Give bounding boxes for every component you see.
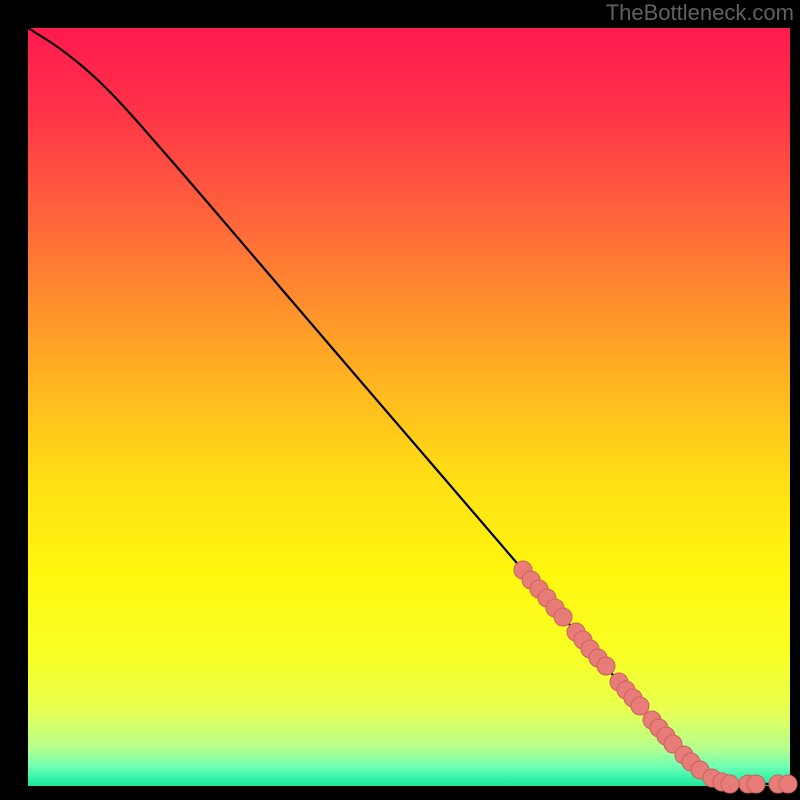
- chart-canvas: TheBottleneck.com: [0, 0, 800, 800]
- data-marker: [554, 608, 572, 626]
- data-marker: [747, 775, 765, 793]
- chart-svg: [0, 0, 800, 800]
- data-marker: [721, 775, 739, 793]
- watermark-text: TheBottleneck.com: [606, 0, 794, 26]
- data-marker: [631, 697, 649, 715]
- plot-background: [28, 28, 790, 786]
- data-marker: [597, 657, 615, 675]
- data-marker: [779, 775, 797, 793]
